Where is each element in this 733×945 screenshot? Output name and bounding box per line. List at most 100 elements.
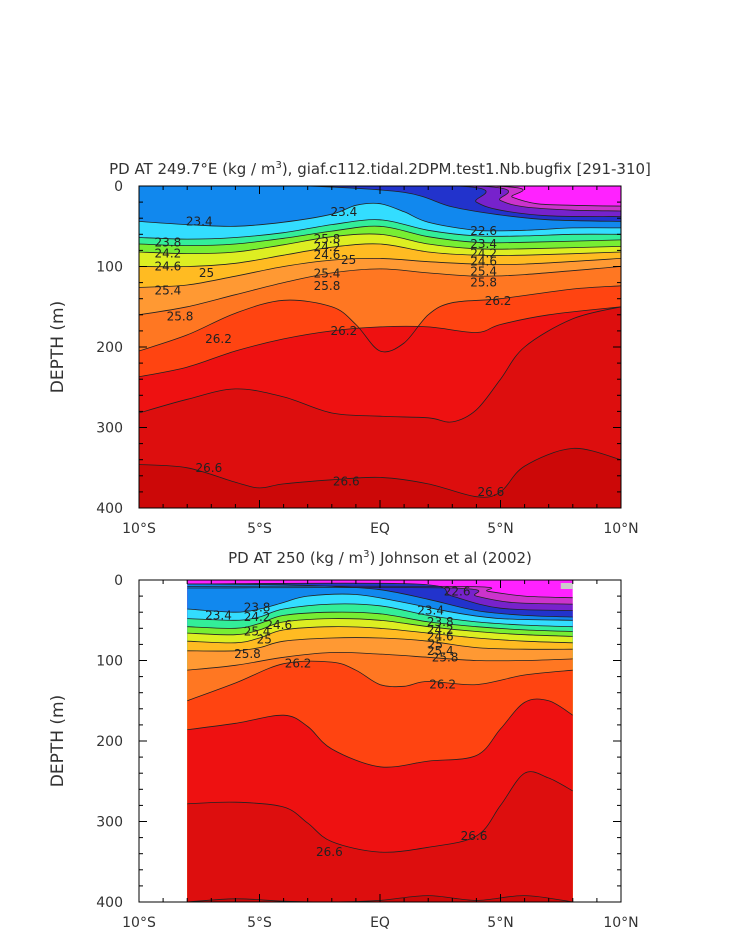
contour-label: 26.6 <box>478 485 505 499</box>
y-axis-label: DEPTH (m) <box>48 301 68 393</box>
contour-label: 25 <box>428 637 443 651</box>
contour-label: 25.4 <box>244 625 271 639</box>
contour-line-24-2 <box>139 225 621 247</box>
contour-line-23-2 <box>187 583 573 618</box>
contour-line-26-4 <box>187 698 573 768</box>
contour-label: 23.4 <box>417 604 444 618</box>
contour-label: 23.4 <box>470 237 497 251</box>
chart-panel-observed: 23.423.824.224.625.42525.826.223.423.824… <box>48 549 639 931</box>
y-tick-label: 0 <box>114 179 123 195</box>
missing-data-patch <box>560 583 573 589</box>
contour-line-26-5 <box>139 306 621 423</box>
contour-label: 26.2 <box>485 294 512 308</box>
y-tick-label: 200 <box>96 734 123 750</box>
contour-label: 24.2 <box>470 247 497 261</box>
contour-label: 25.8 <box>432 650 459 664</box>
contour-line-22-8 <box>187 587 573 605</box>
contour-line-22-8 <box>139 186 621 212</box>
contour-line-22-6 <box>187 585 573 599</box>
density-band-26-5 <box>139 306 621 508</box>
y-axis-label: DEPTH (m) <box>48 695 68 787</box>
contour-label: 24.2 <box>314 240 341 254</box>
x-tick-label: EQ <box>370 915 390 931</box>
contour-line-25 <box>139 243 621 268</box>
contour-label: 23.8 <box>155 235 182 249</box>
contour-label: 26.6 <box>316 845 343 859</box>
contour-label: 25 <box>199 266 214 280</box>
contour-label: 26.6 <box>333 474 360 488</box>
contour-label: 26.2 <box>429 678 456 692</box>
contour-label: 24.6 <box>427 629 454 643</box>
contour-line-23-4 <box>139 202 621 232</box>
contour-line-26-5 <box>187 771 573 853</box>
contour-label: 26.6 <box>196 461 223 475</box>
contour-label: 26.2 <box>205 332 232 346</box>
chart-title: PD AT 250 (kg / m3) Johnson et al (2002) <box>228 549 532 567</box>
contour-label: 25.4 <box>314 267 341 281</box>
density-band-26-6 <box>139 448 621 508</box>
contour-label: 22.6 <box>444 584 471 598</box>
contour-line-23-8 <box>187 603 573 628</box>
contour-line-23-8 <box>139 219 621 240</box>
contour-label: 24.2 <box>244 610 271 624</box>
contour-label: 25.8 <box>234 647 261 661</box>
contour-line-26-6 <box>139 447 621 498</box>
contour-label: 25.8 <box>470 276 497 290</box>
contour-label: 24.2 <box>427 623 454 637</box>
contour-line-23-2 <box>139 186 621 222</box>
contour-label: 22.6 <box>470 224 497 238</box>
contour-label: 24.6 <box>470 255 497 269</box>
x-tick-label: 5°N <box>487 915 513 931</box>
contour-line-23-4 <box>187 593 573 621</box>
contour-line-26-4 <box>139 306 621 378</box>
x-tick-label: 10°N <box>603 915 638 931</box>
chart-title: PD AT 249.7°E (kg / m3), giaf.c112.tidal… <box>109 160 651 178</box>
contour-line-23 <box>187 582 573 611</box>
contour-label: 25.8 <box>314 232 341 246</box>
x-tick-label: EQ <box>370 521 390 537</box>
contour-line-22-6 <box>139 186 621 207</box>
y-tick-label: 400 <box>96 895 123 911</box>
contour-line-24-2 <box>187 611 573 632</box>
contour-line-25-4 <box>139 257 621 288</box>
contour-label: 23.8 <box>244 600 271 614</box>
chart-panel-model: 23.423.423.824.224.6 2525.425.826.226.226… <box>48 160 651 537</box>
y-tick-label: 0 <box>114 573 123 589</box>
x-tick-label: 10°S <box>122 521 156 537</box>
contour-label: 23.4 <box>205 608 232 622</box>
contour-line-25-8 <box>139 266 621 316</box>
contour-line-25-4 <box>187 637 573 652</box>
y-tick-label: 100 <box>96 654 123 670</box>
y-tick-label: 400 <box>96 501 123 517</box>
contour-label: 24.6 <box>155 260 182 274</box>
contour-label: 24.6 <box>314 248 341 262</box>
x-tick-label: 5°S <box>247 915 272 931</box>
contour-label: 26.2 <box>285 657 312 671</box>
contour-label: 25 <box>257 633 272 647</box>
contour-label: 25.8 <box>167 309 194 323</box>
y-tick-label: 100 <box>96 260 123 276</box>
contour-line-24-6 <box>187 618 573 637</box>
contour-label: 24.2 <box>155 247 182 261</box>
contour-label: 23.4 <box>186 214 213 228</box>
contour-label: 25.4 <box>155 284 182 298</box>
x-tick-label: 5°N <box>487 521 513 537</box>
contour-label: 25 <box>341 253 356 267</box>
y-tick-label: 300 <box>96 421 123 437</box>
contour-line-25-8 <box>187 651 573 671</box>
contour-label: 25.8 <box>314 279 341 293</box>
x-tick-label: 10°S <box>122 915 156 931</box>
contour-line-25 <box>187 626 573 644</box>
density-field: 23.423.423.824.224.6 2525.425.826.226.226… <box>139 186 621 508</box>
contour-label: 23.8 <box>427 615 454 629</box>
contour-line-23 <box>139 186 621 217</box>
contour-label: 24.6 <box>265 618 292 632</box>
contour-line-26-2 <box>187 660 573 702</box>
contour-label: 25.4 <box>427 644 454 658</box>
y-tick-label: 200 <box>96 340 123 356</box>
y-tick-label: 300 <box>96 815 123 831</box>
density-band-26-5 <box>187 771 573 902</box>
contour-label: 26.2 <box>330 324 357 338</box>
contour-line-26-2 <box>139 285 621 353</box>
